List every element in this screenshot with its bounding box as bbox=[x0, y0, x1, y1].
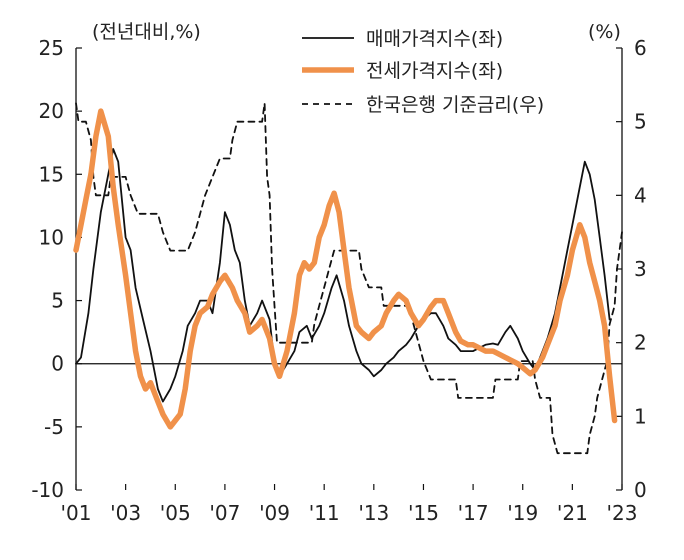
left-tick-label: 15 bbox=[39, 162, 64, 186]
left-axis-unit: (전년대비,%) bbox=[92, 21, 201, 43]
right-axis-unit: (%) bbox=[588, 21, 621, 43]
x-tick-label: '13 bbox=[358, 501, 389, 525]
legend: 매매가격지수(좌) 전세가격지수(좌) 한국은행 기준금리(우) bbox=[302, 28, 544, 116]
x-tick-label: '01 bbox=[61, 501, 92, 525]
x-tick-label: '15 bbox=[408, 501, 439, 525]
x-tick-label: '19 bbox=[507, 501, 538, 525]
x-tick-label: '03 bbox=[110, 501, 141, 525]
series-sale-price bbox=[75, 148, 611, 403]
legend-label: 전세가격지수(좌) bbox=[366, 60, 503, 82]
legend-item-base-rate: 한국은행 기준금리(우) bbox=[302, 94, 544, 116]
series-layer bbox=[73, 102, 623, 455]
left-tick-label: 5 bbox=[51, 289, 64, 313]
series-jeonse-price bbox=[73, 108, 618, 430]
right-tick-label: 3 bbox=[634, 257, 647, 281]
x-tick-label: '23 bbox=[607, 501, 638, 525]
x-tick-label: '11 bbox=[309, 501, 340, 525]
left-tick-label: 0 bbox=[51, 352, 64, 376]
left-tick-label: -5 bbox=[44, 415, 64, 439]
right-tick-label: 5 bbox=[634, 110, 647, 134]
x-tick-label: '05 bbox=[160, 501, 191, 525]
x-tick-label: '09 bbox=[259, 501, 290, 525]
legend-label: 매매가격지수(좌) bbox=[366, 28, 503, 50]
right-tick-label: 0 bbox=[634, 478, 647, 502]
left-tick-label: -10 bbox=[31, 478, 64, 502]
legend-item-jeonse-price: 전세가격지수(좌) bbox=[302, 60, 503, 82]
left-tick-label: 25 bbox=[39, 36, 64, 60]
x-tick-label: '17 bbox=[458, 501, 489, 525]
right-tick-label: 6 bbox=[634, 36, 647, 60]
left-tick-label: 10 bbox=[39, 225, 64, 249]
right-tick-label: 1 bbox=[634, 404, 647, 428]
right-tick-label: 4 bbox=[634, 183, 647, 207]
legend-item-sale-price: 매매가격지수(좌) bbox=[302, 28, 503, 50]
x-tick-label: '21 bbox=[557, 501, 588, 525]
axes: -10 -5 0 5 10 15 20 25 0 1 2 3 4 5 6 '01 '03 '05 '07 '09 '11… bbox=[31, 36, 646, 525]
legend-label: 한국은행 기준금리(우) bbox=[366, 94, 544, 116]
x-tick-label: '07 bbox=[209, 501, 240, 525]
left-tick-label: 20 bbox=[39, 99, 64, 123]
series-base-rate bbox=[75, 102, 623, 455]
right-tick-label: 2 bbox=[634, 331, 647, 355]
